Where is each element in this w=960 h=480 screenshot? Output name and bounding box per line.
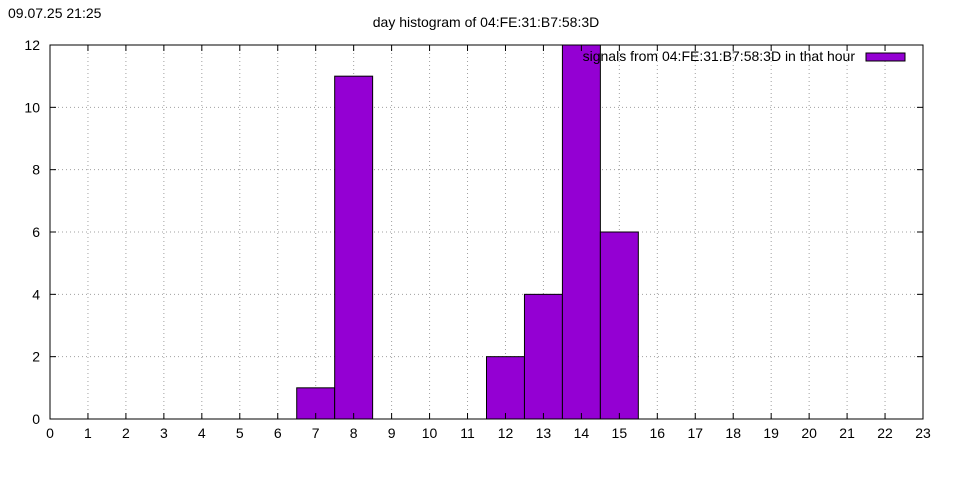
x-tick-label-11: 11 xyxy=(460,425,475,441)
timestamp-label: 09.07.25 21:25 xyxy=(8,5,102,21)
y-tick-label-2: 2 xyxy=(32,349,40,365)
x-tick-label-7: 7 xyxy=(312,425,320,441)
y-tick-label-0: 0 xyxy=(32,411,40,427)
x-tick-label-5: 5 xyxy=(236,425,244,441)
y-tick-label-4: 4 xyxy=(32,286,40,302)
x-tick-label-22: 22 xyxy=(877,425,893,441)
x-tick-label-23: 23 xyxy=(915,425,931,441)
x-tick-label-3: 3 xyxy=(160,425,168,441)
x-tick-label-6: 6 xyxy=(274,425,282,441)
x-tick-label-15: 15 xyxy=(612,425,628,441)
x-tick-label-0: 0 xyxy=(46,425,54,441)
x-tick-label-19: 19 xyxy=(763,425,779,441)
x-tick-label-4: 4 xyxy=(198,425,206,441)
y-tick-label-10: 10 xyxy=(24,99,40,115)
x-tick-label-14: 14 xyxy=(574,425,590,441)
y-tick-label-12: 12 xyxy=(24,37,40,53)
y-tick-labels: 0 2 4 6 8 10 12 xyxy=(24,37,40,427)
bar-hour-13 xyxy=(523,293,563,420)
x-tick-label-12: 12 xyxy=(498,425,514,441)
x-tick-labels: 0 1 2 3 4 5 6 7 8 9 10 11 12 13 14 15 16 17 18 19 20 21 22 23 xyxy=(46,425,931,441)
x-tick-label-2: 2 xyxy=(122,425,130,441)
legend: signals from 04:FE:31:B7:58:3D in that h… xyxy=(583,48,906,64)
x-tick-label-10: 10 xyxy=(422,425,438,441)
x-tick-label-9: 9 xyxy=(388,425,396,441)
x-tick-label-18: 18 xyxy=(725,425,741,441)
chart-title: day histogram of 04:FE:31:B7:58:3D xyxy=(373,14,599,30)
legend-swatch xyxy=(865,52,906,62)
x-tick-label-16: 16 xyxy=(650,425,666,441)
x-tick-label-1: 1 xyxy=(84,425,92,441)
bar-hour-12 xyxy=(486,356,525,420)
x-tick-label-20: 20 xyxy=(801,425,817,441)
x-tick-label-8: 8 xyxy=(350,425,358,441)
bar-hour-14 xyxy=(561,44,601,420)
x-tick-label-17: 17 xyxy=(687,425,703,441)
y-tick-label-6: 6 xyxy=(32,224,40,240)
y-tick-label-8: 8 xyxy=(32,162,40,178)
legend-label: signals from 04:FE:31:B7:58:3D in that h… xyxy=(583,48,856,64)
bar-hour-8 xyxy=(334,75,374,420)
tick-marks xyxy=(49,44,924,420)
x-tick-label-21: 21 xyxy=(839,425,855,441)
bar-hour-15 xyxy=(599,231,639,420)
x-tick-label-13: 13 xyxy=(536,425,552,441)
